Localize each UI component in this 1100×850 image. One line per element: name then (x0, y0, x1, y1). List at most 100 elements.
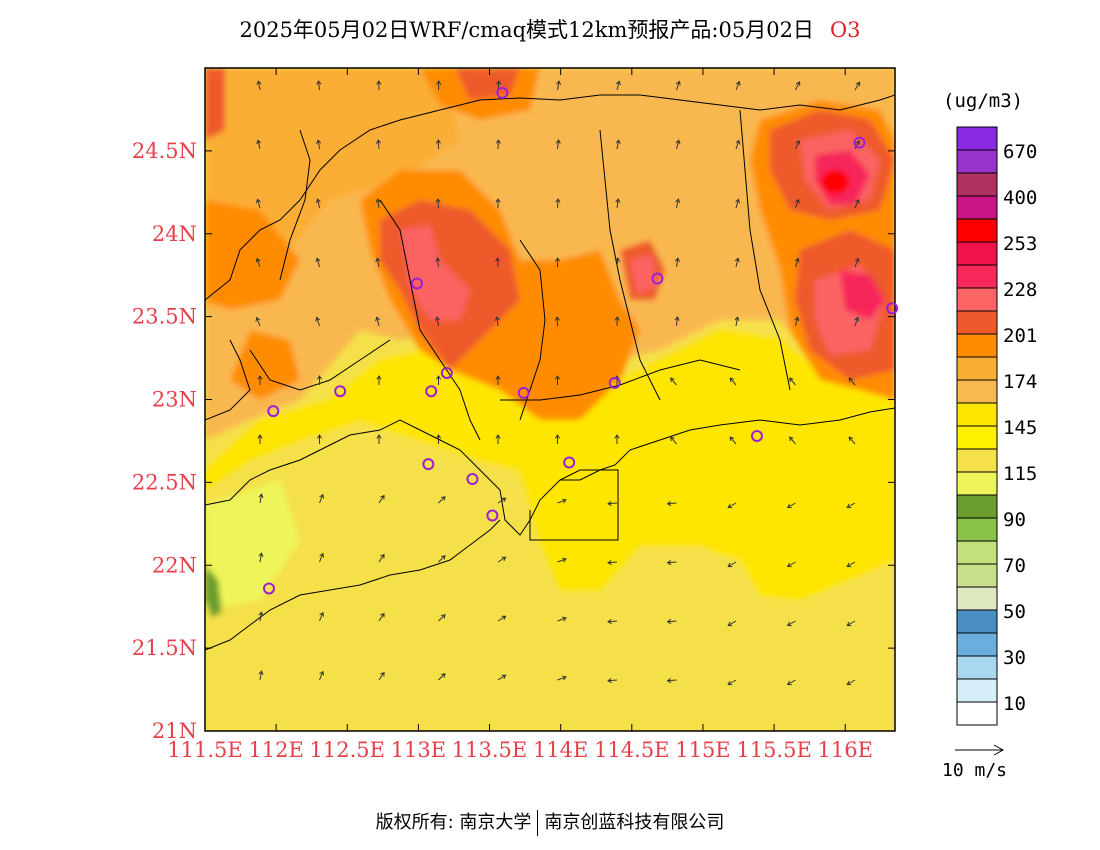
legend-color-band (956, 586, 998, 611)
wind-arrow (495, 139, 501, 150)
wind-arrow (670, 436, 677, 445)
wind-arrow (315, 316, 321, 327)
wind-arrow (494, 316, 500, 327)
legend-color-band (956, 287, 998, 312)
wind-arrow (734, 257, 740, 268)
station-marker (608, 376, 621, 389)
wind-arrow (435, 375, 442, 385)
wind-arrow (666, 618, 677, 625)
wind-arrow (735, 139, 741, 150)
wind-arrow (255, 316, 261, 327)
wind-arrow (557, 616, 567, 622)
wind-vectors (255, 80, 861, 686)
wind-arrow (729, 436, 737, 445)
wind-arrow (607, 500, 618, 507)
wind-arrow (316, 139, 322, 150)
wind-arrow (670, 377, 677, 386)
wind-arrow (607, 677, 618, 684)
legend-color-band (956, 218, 998, 243)
wind-arrow (795, 198, 800, 209)
station-marker (440, 366, 453, 379)
legend-value-label: 50 (1003, 601, 1026, 623)
legend-value-label: 670 (1003, 141, 1038, 163)
wind-arrow (554, 434, 561, 444)
wind-arrow (319, 493, 325, 504)
wind-arrow (727, 502, 737, 509)
wind-arrow (675, 198, 681, 209)
wind-arrow (795, 139, 801, 150)
legend-value-label: 145 (1003, 417, 1038, 439)
map-title: 2025年05月02日WRF/cmaq模式12km预报产品:05月02日 O3 (0, 14, 1100, 44)
legend-color-band (956, 448, 998, 473)
wind-arrow (496, 80, 502, 91)
x-tick-label: 116E (817, 738, 872, 762)
footer-divider (537, 810, 539, 836)
wind-arrow (319, 611, 325, 622)
wind-arrow (666, 677, 677, 684)
station-marker (496, 86, 509, 99)
copyright-text: 版权所有: 南京大学 (375, 812, 532, 833)
legend-color-band (956, 494, 998, 519)
x-tick-label: 111.5E (167, 738, 242, 762)
wind-arrow (435, 139, 441, 150)
wind-arrow (555, 198, 561, 209)
wind-arrow (786, 502, 796, 509)
x-tick-label: 115E (675, 738, 730, 762)
wind-arrow (735, 80, 741, 91)
x-tick-label: 114E (533, 738, 588, 762)
legend-value-label: 228 (1003, 279, 1038, 301)
x-tick-label: 112.5E (310, 738, 385, 762)
legend-color-band (956, 517, 998, 542)
legend-color-band (956, 126, 998, 151)
wind-arrow (495, 198, 501, 208)
station-marker (486, 509, 499, 522)
x-tick-label: 112E (248, 738, 303, 762)
wind-arrow (674, 316, 680, 327)
y-tick-label: 22.5N (132, 470, 197, 494)
legend-value-label: 253 (1003, 233, 1038, 255)
axes: 111.5E 112E 112.5E 113E 113.5E 114E 114.5E 115E… (132, 68, 895, 762)
wind-arrow (435, 198, 441, 209)
station-marker (334, 385, 347, 398)
wind-arrow (375, 316, 381, 327)
legend-value-label: 400 (1003, 187, 1038, 209)
legend-color-band (956, 655, 998, 680)
legend-value-label: 174 (1003, 371, 1038, 393)
wind-arrow (258, 670, 264, 681)
wind-arrow (257, 434, 263, 444)
wind-arrow (555, 139, 561, 150)
wind-arrow (435, 257, 441, 268)
wind-arrow (786, 561, 796, 568)
wind-arrow (435, 434, 442, 444)
wind-arrow (255, 257, 261, 268)
y-tick-label: 22N (152, 553, 197, 577)
station-marker (651, 272, 664, 285)
legend-color-band (956, 609, 998, 634)
wind-arrow (257, 375, 263, 385)
legend-value-label: 70 (1003, 555, 1026, 577)
color-legend (956, 126, 998, 726)
wind-arrow (258, 493, 264, 504)
wind-arrow (436, 80, 442, 91)
wind-arrow (789, 436, 796, 445)
wind-arrow (495, 434, 501, 444)
wind-arrow (615, 80, 621, 91)
wind-arrow (727, 679, 737, 686)
wind-arrow (557, 498, 567, 504)
legend-value-label: 115 (1003, 463, 1038, 485)
wind-arrow (675, 80, 681, 91)
wind-arrow (734, 316, 740, 327)
wind-arrow (846, 502, 856, 509)
wind-arrow (256, 139, 262, 150)
legend-unit: (ug/m3) (943, 90, 1024, 112)
wind-arrow (497, 674, 507, 681)
wind-arrow (258, 552, 264, 563)
station-marker (466, 473, 479, 486)
concentration-field (205, 68, 895, 731)
legend-color-band (956, 310, 998, 335)
wind-arrow (495, 375, 501, 385)
wind-arrow (614, 316, 620, 327)
wind-arrow (315, 257, 321, 268)
wind-arrow (375, 257, 381, 268)
wind-arrow (607, 618, 618, 625)
